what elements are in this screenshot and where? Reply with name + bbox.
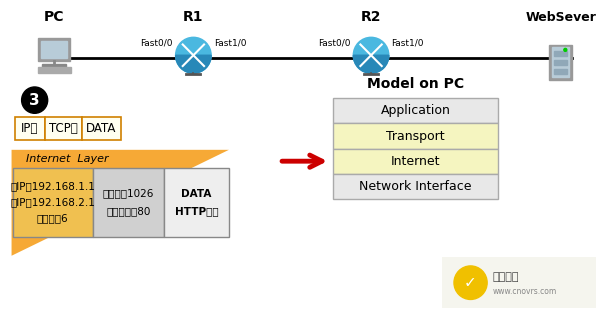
Text: R1: R1 (183, 9, 204, 24)
Text: DATA: DATA (86, 122, 116, 135)
Text: Application: Application (381, 105, 450, 117)
FancyBboxPatch shape (93, 168, 164, 237)
Bar (38, 38, 70, 61)
Text: Fast1/0: Fast1/0 (391, 38, 424, 47)
Text: ✓: ✓ (464, 275, 477, 290)
Circle shape (176, 37, 211, 73)
Text: Fast0/0: Fast0/0 (141, 38, 173, 47)
Wedge shape (176, 55, 211, 73)
Circle shape (22, 87, 48, 113)
FancyBboxPatch shape (15, 117, 45, 140)
Text: Internet  Layer: Internet Layer (26, 154, 109, 164)
FancyBboxPatch shape (333, 149, 498, 174)
Bar (554, 51, 567, 57)
Text: Network Interface: Network Interface (359, 180, 471, 193)
Text: www.cnovrs.com: www.cnovrs.com (493, 287, 557, 296)
Text: IP头: IP头 (21, 122, 39, 135)
Bar (551, 47, 570, 77)
FancyBboxPatch shape (82, 117, 121, 140)
FancyBboxPatch shape (45, 117, 82, 140)
Circle shape (353, 37, 389, 73)
Bar (38, 67, 71, 73)
Text: 3: 3 (29, 93, 40, 108)
FancyBboxPatch shape (333, 98, 498, 123)
Text: PC: PC (44, 9, 64, 24)
Text: WebSever: WebSever (525, 11, 596, 24)
Text: 源端口号1026
目的端口号80: 源端口号1026 目的端口号80 (102, 189, 154, 216)
Text: Fast0/0: Fast0/0 (318, 38, 351, 47)
Bar (41, 41, 67, 58)
Text: R2: R2 (361, 9, 381, 24)
Text: TCP头: TCP头 (49, 122, 78, 135)
Polygon shape (12, 150, 229, 256)
Text: Fast1/0: Fast1/0 (214, 38, 247, 47)
Circle shape (564, 48, 567, 51)
Bar (549, 45, 573, 80)
Bar (42, 64, 66, 67)
FancyBboxPatch shape (333, 123, 498, 149)
FancyBboxPatch shape (164, 168, 229, 237)
Text: DATA
HTTP荷载: DATA HTTP荷载 (175, 189, 218, 216)
Text: 源IP：192.168.1.1
目IP：192.168.2.1
协议号：6: 源IP：192.168.1.1 目IP：192.168.2.1 协议号：6 (10, 181, 95, 223)
FancyBboxPatch shape (13, 168, 93, 237)
Text: 创新互联: 创新互联 (493, 272, 519, 282)
FancyBboxPatch shape (333, 174, 498, 199)
Circle shape (454, 266, 487, 300)
Text: Model on PC: Model on PC (367, 77, 464, 90)
Wedge shape (353, 55, 389, 73)
Bar (442, 257, 596, 308)
Text: Internet: Internet (391, 155, 440, 168)
Bar (554, 60, 567, 65)
Bar (554, 69, 567, 74)
Text: Transport: Transport (386, 130, 445, 143)
